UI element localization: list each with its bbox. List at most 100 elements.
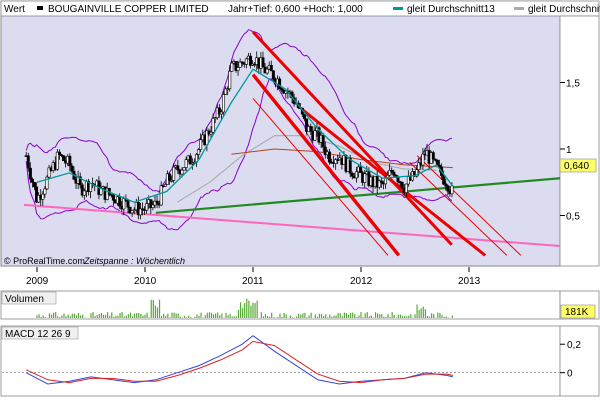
volume-bar bbox=[366, 312, 368, 318]
volume-bar bbox=[208, 312, 210, 318]
candle-body bbox=[197, 149, 201, 155]
volume-bar bbox=[107, 312, 109, 318]
volume-bar bbox=[212, 314, 215, 318]
volume-bar bbox=[77, 313, 80, 318]
candle-body bbox=[109, 194, 113, 196]
candle-body bbox=[41, 193, 45, 200]
pink-trendline bbox=[23, 203, 561, 248]
macd-y-tick-label: 0,2 bbox=[567, 340, 581, 351]
candle-body bbox=[180, 169, 184, 175]
volume-bar bbox=[48, 313, 51, 318]
volume-bar bbox=[379, 314, 381, 318]
green-support-line bbox=[155, 177, 561, 214]
volume-bar bbox=[410, 314, 412, 318]
volume-bar bbox=[399, 314, 402, 318]
volume-bar bbox=[385, 317, 387, 318]
volume-bar bbox=[404, 316, 406, 318]
volume-bar bbox=[302, 313, 304, 318]
candle-body bbox=[238, 61, 242, 68]
volume-bar bbox=[50, 314, 53, 318]
volume-bar bbox=[300, 314, 302, 318]
candle-body bbox=[236, 67, 240, 71]
volume-bar bbox=[117, 315, 119, 318]
volume-bar bbox=[416, 304, 418, 318]
volume-bar bbox=[237, 309, 240, 318]
candle-body bbox=[163, 184, 167, 187]
volume-bar bbox=[264, 314, 267, 318]
current-price-flag bbox=[559, 158, 597, 173]
volume-bar bbox=[329, 314, 331, 318]
x-tick-label-2009: 2009 bbox=[26, 276, 49, 287]
volume-bar bbox=[246, 298, 248, 318]
candle-body bbox=[417, 162, 421, 171]
volume-bar bbox=[235, 316, 237, 318]
candle-body bbox=[211, 117, 215, 133]
candle-body bbox=[309, 126, 313, 132]
volume-bar bbox=[167, 313, 169, 318]
volume-bar bbox=[100, 313, 102, 318]
candle-body bbox=[149, 199, 153, 208]
candle-body bbox=[155, 200, 159, 204]
candle-body bbox=[219, 111, 223, 115]
candle-body bbox=[145, 203, 149, 211]
volume-bar bbox=[69, 316, 71, 318]
volume-bar bbox=[262, 316, 264, 318]
volume-bar bbox=[161, 316, 163, 318]
x-tick-label-2012: 2012 bbox=[350, 276, 373, 287]
volume-bar bbox=[188, 315, 190, 318]
ma13-legend-swatch bbox=[393, 7, 403, 10]
volume-bar bbox=[121, 312, 123, 318]
volume-bar bbox=[57, 316, 59, 318]
volume-title: Volumen bbox=[5, 294, 44, 305]
ma-long-line bbox=[177, 135, 437, 203]
candle-body bbox=[188, 155, 192, 165]
ma-long-legend-swatch bbox=[514, 7, 524, 10]
volume-bar bbox=[298, 313, 300, 318]
volume-bar bbox=[59, 317, 61, 318]
candle-body bbox=[190, 162, 194, 165]
volume-bar bbox=[156, 307, 159, 318]
volume-value-label: 181K bbox=[565, 307, 589, 318]
y-tick-label: 1 bbox=[566, 145, 572, 156]
volume-bar bbox=[360, 312, 362, 318]
volume-bar bbox=[285, 314, 287, 318]
x-tick-label-2010: 2010 bbox=[134, 276, 157, 287]
candle-body bbox=[261, 57, 265, 68]
volume-bar bbox=[431, 313, 433, 318]
volume-bar bbox=[420, 308, 422, 318]
volume-bar bbox=[254, 303, 256, 318]
price-axis-label: Wert bbox=[4, 4, 25, 15]
volume-bar bbox=[67, 314, 69, 318]
candle-body bbox=[118, 196, 122, 207]
volume-bar bbox=[374, 312, 377, 318]
bollinger-lower bbox=[25, 78, 453, 231]
volume-bar bbox=[38, 314, 40, 318]
candle-body bbox=[138, 208, 142, 216]
x-tick-label-2013: 2013 bbox=[458, 276, 481, 287]
volume-bar bbox=[393, 314, 395, 318]
candle-body bbox=[128, 206, 132, 214]
volume-bar bbox=[102, 314, 105, 318]
volume-bar bbox=[364, 313, 366, 318]
volume-bar bbox=[194, 316, 196, 318]
volume-bar bbox=[327, 317, 329, 318]
volume-bar bbox=[179, 316, 181, 318]
candle-body bbox=[35, 186, 39, 203]
candle-body bbox=[265, 68, 269, 74]
volume-bar bbox=[169, 317, 171, 318]
candle-body bbox=[450, 185, 454, 195]
volume-bar bbox=[115, 315, 117, 318]
volume-bar bbox=[291, 317, 294, 318]
x-axis-ticks: 2009 2010 2011 2012 2013 bbox=[26, 267, 481, 287]
candle-body bbox=[240, 61, 244, 64]
volume-bar bbox=[279, 313, 281, 318]
volume-bar bbox=[36, 315, 38, 318]
candle-body bbox=[433, 158, 437, 161]
candle-body bbox=[132, 209, 136, 212]
volume-bar bbox=[231, 316, 233, 318]
volume-bar bbox=[433, 314, 435, 318]
y-tick-label: 1,5 bbox=[566, 78, 580, 89]
candle-body bbox=[446, 185, 450, 192]
